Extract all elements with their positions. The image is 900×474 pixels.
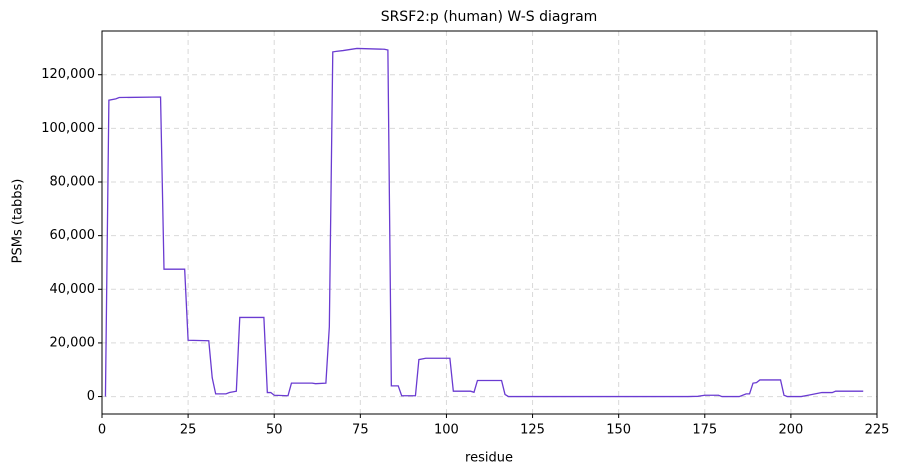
x-tick-label: 50 xyxy=(266,423,283,438)
x-tick-label: 0 xyxy=(98,423,106,438)
y-tick-label: 0 xyxy=(87,389,95,404)
chart-title: SRSF2:p (human) W-S diagram xyxy=(381,9,598,25)
x-tick-label: 125 xyxy=(520,423,545,438)
y-tick-label: 120,000 xyxy=(41,67,95,82)
y-tick-label: 60,000 xyxy=(50,228,96,243)
x-tick-label: 225 xyxy=(865,423,890,438)
y-tick-label: 20,000 xyxy=(50,335,96,350)
x-axis-label: residue xyxy=(465,451,513,466)
y-tick-label: 40,000 xyxy=(50,282,96,297)
x-tick-label: 25 xyxy=(180,423,197,438)
plot-frame xyxy=(101,30,878,415)
y-tick-label: 100,000 xyxy=(41,121,95,136)
y-tick-label: 80,000 xyxy=(50,175,96,190)
data-line xyxy=(104,47,864,398)
x-tick-label: 75 xyxy=(352,423,369,438)
y-axis-label: PSMs (tabbs) xyxy=(11,179,26,264)
x-tick-label: 150 xyxy=(606,423,631,438)
x-tick-label: 100 xyxy=(434,423,459,438)
x-tick-label: 200 xyxy=(778,423,803,438)
x-tick-label: 175 xyxy=(692,423,717,438)
